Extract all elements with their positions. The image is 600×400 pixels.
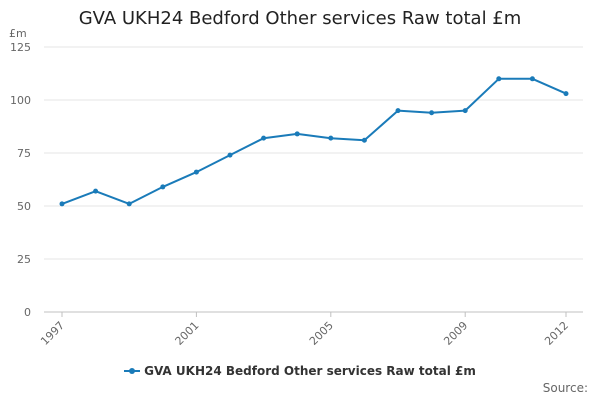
- x-tick-label-2005: 2005: [307, 319, 336, 348]
- data-point-2010: [496, 76, 502, 82]
- data-point-2011: [529, 76, 535, 82]
- x-tick-label-2012: 2012: [542, 319, 571, 348]
- data-point-1999: [126, 201, 132, 207]
- legend-label: GVA UKH24 Bedford Other services Raw tot…: [144, 364, 476, 378]
- gridlines: [44, 46, 583, 260]
- data-point-2006: [361, 137, 367, 143]
- y-tick-label-75: 75: [17, 147, 31, 160]
- data-point-2005: [328, 135, 334, 141]
- series-line-0: [61, 77, 567, 205]
- data-point-2000: [160, 184, 166, 190]
- data-point-2002: [227, 152, 233, 158]
- y-tick-label-50: 50: [17, 200, 31, 213]
- legend-swatch-icon: [124, 367, 141, 374]
- x-tick-labels: 1997 2001 2005 2009 2012: [38, 319, 571, 348]
- legend-marker-icon: [129, 367, 136, 374]
- source-label: Source:: [542, 381, 588, 395]
- data-point-2009: [462, 108, 468, 114]
- y-axis-unit-label: £m: [9, 27, 27, 40]
- series-points: [59, 76, 569, 207]
- y-tick-label-100: 100: [10, 94, 31, 107]
- axes: [44, 311, 583, 317]
- chart-title: GVA UKH24 Bedford Other services Raw tot…: [78, 8, 522, 29]
- data-point-2012: [563, 91, 569, 97]
- data-point-1998: [93, 188, 99, 194]
- y-tick-labels: 0 25 50 75 100 125: [10, 41, 31, 319]
- data-point-2001: [193, 169, 199, 175]
- series-lines: [61, 77, 567, 205]
- data-point-2007: [395, 108, 401, 114]
- data-point-1997: [59, 201, 65, 207]
- x-tick-label-2009: 2009: [441, 319, 470, 348]
- legend[interactable]: GVA UKH24 Bedford Other services Raw tot…: [0, 364, 600, 378]
- x-tick-label-1997: 1997: [38, 319, 67, 348]
- data-point-2008: [429, 110, 435, 116]
- data-point-2004: [294, 131, 300, 137]
- y-tick-label-125: 125: [10, 41, 31, 54]
- data-point-2003: [261, 135, 267, 141]
- y-tick-label-0: 0: [24, 306, 31, 319]
- x-tick-label-2001: 2001: [173, 319, 202, 348]
- y-tick-label-25: 25: [17, 253, 31, 266]
